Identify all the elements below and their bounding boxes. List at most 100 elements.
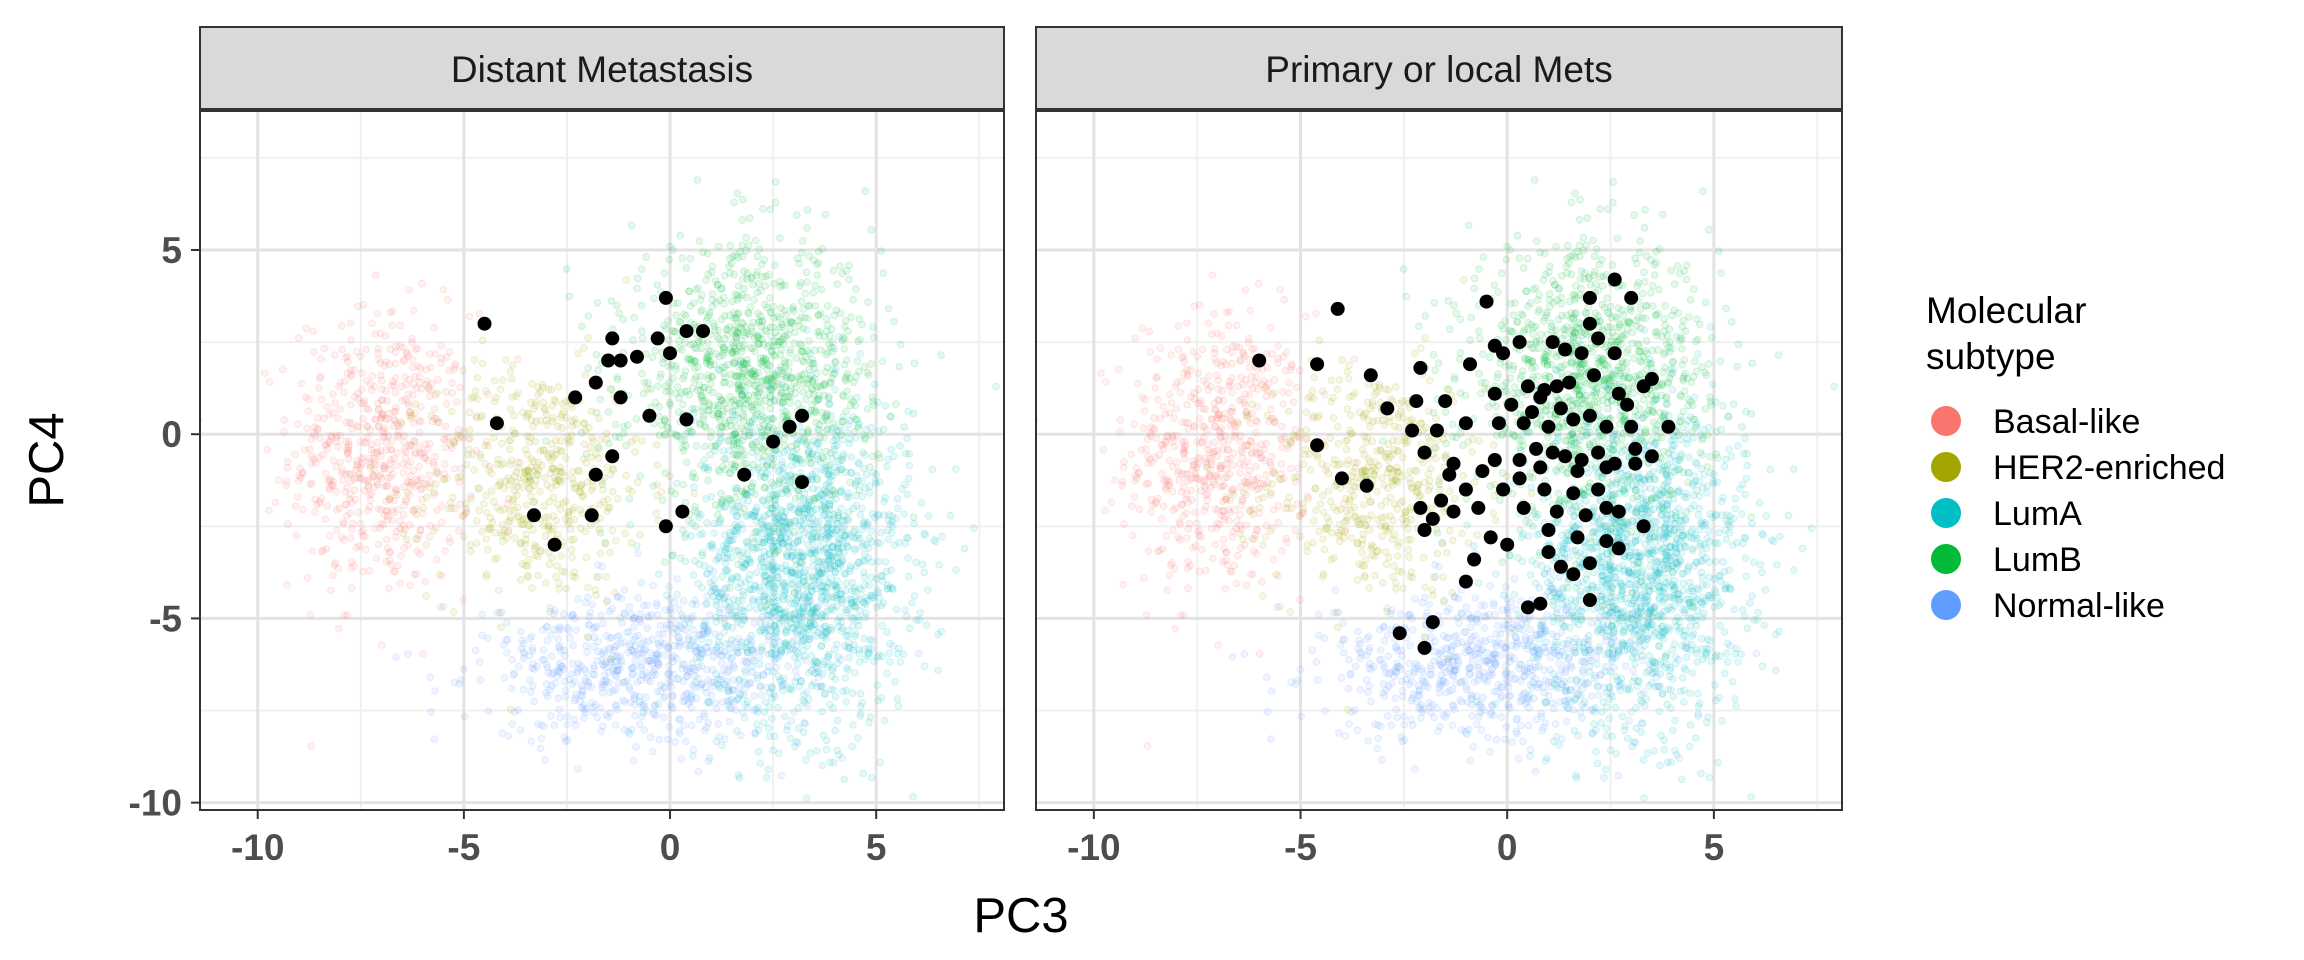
background-point [629,670,638,679]
background-point [849,622,857,630]
background-point [476,413,485,422]
background-point [769,376,777,385]
background-point [807,681,816,690]
background-point [765,576,774,584]
background-point [799,596,807,605]
background-point [865,581,873,589]
background-point [720,665,728,674]
background-point [729,676,738,684]
background-point [796,340,805,348]
background-point [571,573,580,582]
background-point [810,436,818,445]
background-point [733,328,741,337]
background-point [482,437,491,446]
background-point [795,506,804,515]
background-point [732,451,741,460]
background-point [905,461,914,470]
background-point [734,502,743,511]
background-point [653,658,661,667]
background-point [845,435,854,444]
background-point [834,583,842,592]
background-point [767,504,775,512]
background-point [516,539,525,547]
background-point [753,446,761,455]
background-point [1458,529,1466,538]
background-point [517,627,525,636]
background-point [824,394,833,403]
background-point [862,425,870,434]
background-point [737,402,745,411]
background-point [757,322,765,331]
background-point [804,302,812,310]
background-point [791,666,800,675]
background-point [753,252,762,261]
background-point [778,335,787,344]
background-point [493,503,501,512]
background-point [884,304,893,313]
background-point [441,547,450,555]
background-point [437,518,446,527]
background-point [532,470,541,478]
background-point [731,527,740,536]
background-point [364,482,373,490]
background-point [389,508,398,517]
background-point [763,600,772,608]
background-point [881,402,889,410]
background-point [754,528,762,536]
background-point [640,637,648,645]
background-point [704,466,712,474]
background-point [781,582,789,591]
background-point [876,539,885,548]
background-point [327,586,335,595]
background-point [871,380,879,389]
background-point [510,534,519,542]
sample-point [658,290,673,305]
background-point [861,593,869,602]
background-point [738,373,747,381]
background-point [776,391,785,400]
background-point [840,642,849,650]
background-point [730,462,739,471]
background-point [439,285,448,294]
background-point [1144,479,1152,488]
background-point [366,426,375,435]
background-point [828,603,837,611]
background-point [541,532,550,540]
background-point [847,599,855,607]
background-point [689,571,698,579]
background-point [815,421,824,429]
background-point [711,500,720,509]
background-point [712,597,721,606]
background-point [763,425,772,434]
background-point [749,512,758,521]
background-point [812,260,821,269]
background-point [767,348,776,356]
background-point [627,725,636,734]
background-point [808,532,816,541]
background-point [763,583,772,592]
background-point [807,458,816,467]
background-point [708,290,717,298]
background-point [1758,662,1767,670]
background-point [761,483,769,492]
background-point [846,532,855,541]
background-point [556,463,564,472]
background-point [460,712,469,721]
background-point [777,505,785,514]
background-point [644,657,653,666]
background-point [873,538,882,547]
background-point [370,448,378,457]
background-point [861,484,869,492]
background-point [581,598,590,607]
background-point [684,355,692,364]
background-point [789,447,798,456]
background-point [844,605,852,614]
background-point [794,372,802,381]
background-point [739,319,747,328]
background-point [679,677,688,685]
background-point [825,499,834,508]
background-point [834,559,843,568]
background-point [733,618,742,626]
background-point [812,533,821,541]
background-point [757,260,766,269]
